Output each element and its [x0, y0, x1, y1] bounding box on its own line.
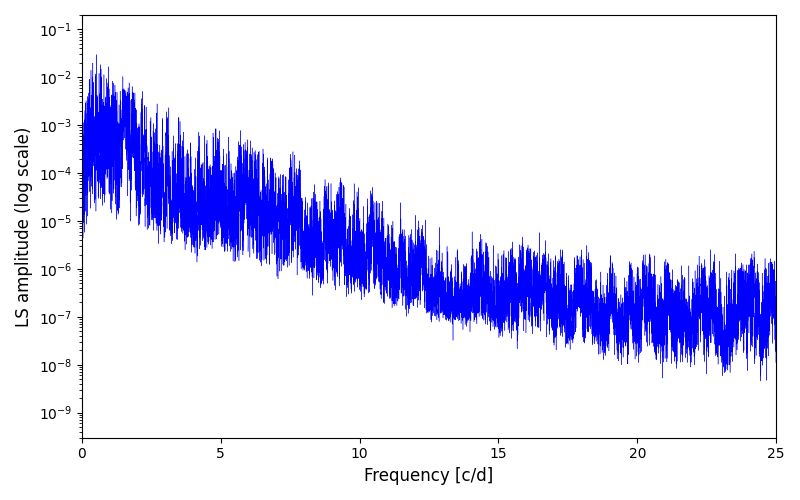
- X-axis label: Frequency [c/d]: Frequency [c/d]: [364, 467, 494, 485]
- Y-axis label: LS amplitude (log scale): LS amplitude (log scale): [15, 126, 33, 326]
